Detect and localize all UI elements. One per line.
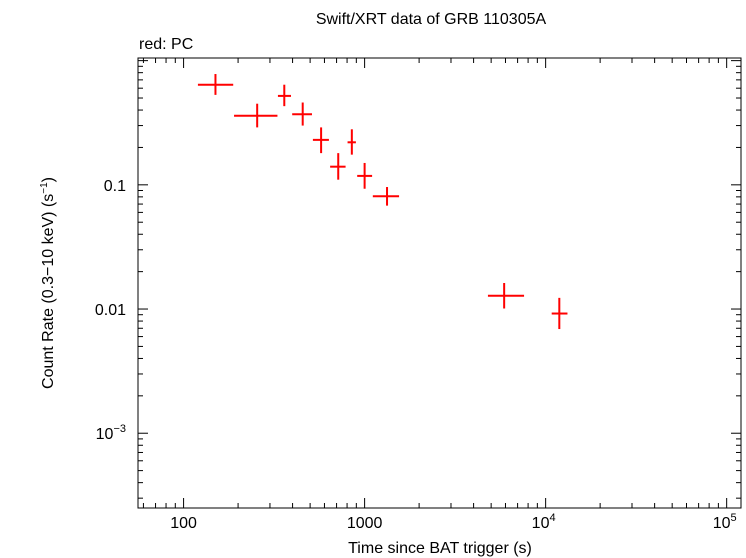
- y-tick-label-exp: −3: [113, 423, 126, 435]
- y-tick-label: 10−3: [96, 423, 126, 443]
- y-axis-label: Count Rate (0.3−10 keV) (s−1): [39, 177, 57, 389]
- legend-label: red: PC: [139, 36, 193, 53]
- data-point: [312, 127, 329, 154]
- y-tick-labels: 0.1 0.01 10−3: [95, 178, 126, 443]
- x-tick-labels: 100 1000 104 105: [170, 512, 736, 532]
- axis-ticks: [138, 58, 741, 508]
- y-axis-label-sup: −1: [39, 182, 50, 194]
- data-point: [487, 283, 525, 309]
- data-point: [277, 84, 291, 107]
- data-point: [347, 129, 356, 155]
- y-tick-label: 0.1: [104, 178, 126, 195]
- x-tick-label: 100: [170, 515, 197, 532]
- x-axis-label: Time since BAT trigger (s): [348, 540, 532, 557]
- x-tick-label-base: 10: [532, 515, 550, 532]
- y-tick-label: 0.01: [95, 302, 126, 319]
- data-point: [292, 102, 312, 126]
- data-point: [197, 74, 234, 95]
- y-axis-label-close: ): [40, 177, 57, 182]
- data-point: [357, 162, 373, 189]
- data-point: [551, 297, 568, 330]
- x-tick-label: 1000: [347, 515, 383, 532]
- x-tick-label-base: 10: [713, 515, 731, 532]
- data-point: [330, 153, 346, 180]
- data-series-pc: [197, 74, 568, 330]
- x-tick-label-exp: 4: [549, 512, 555, 524]
- chart-title: Swift/XRT data of GRB 110305A: [316, 11, 547, 28]
- plot-frame: [137, 57, 742, 509]
- x-tick-label: 104: [532, 512, 556, 532]
- data-point: [234, 103, 278, 128]
- y-tick-label-base: 10: [96, 426, 114, 443]
- y-axis-label-main: Count Rate (0.3−10 keV) (s: [40, 194, 57, 389]
- x-tick-label-exp: 5: [731, 512, 737, 524]
- data-point: [372, 187, 400, 206]
- x-tick-label: 105: [713, 512, 737, 532]
